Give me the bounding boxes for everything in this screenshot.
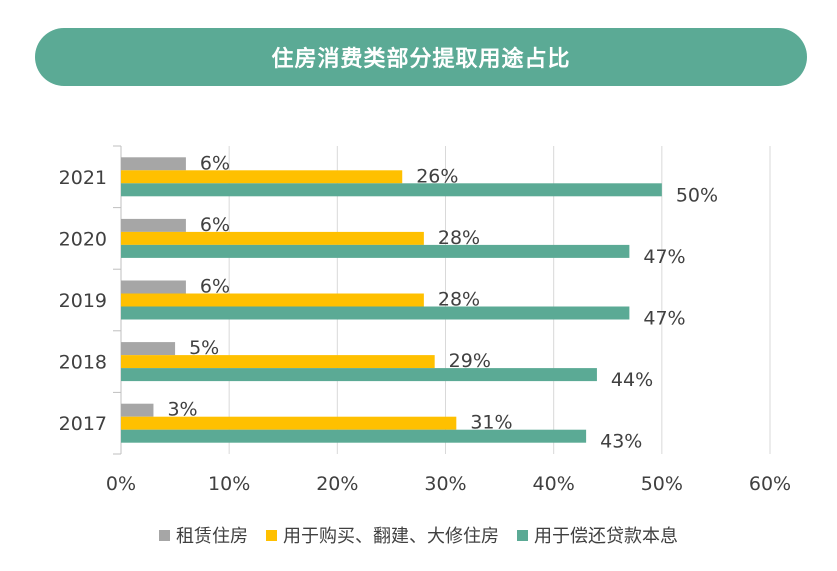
category-label: 2019 (59, 290, 107, 312)
data-label: 50% (676, 184, 718, 206)
legend: 租赁住房 用于购买、翻建、大修住房 用于偿还贷款本息 (0, 519, 837, 551)
x-tick-label: 0% (106, 473, 136, 495)
legend-swatch (266, 529, 277, 541)
data-label: 6% (200, 276, 230, 298)
chart-title: 住房消费类部分提取用途占比 (271, 47, 571, 72)
data-label: 28% (438, 289, 480, 311)
x-tick-label: 40% (533, 473, 575, 495)
bar (121, 416, 457, 430)
bar (121, 342, 176, 356)
data-label: 5% (189, 337, 219, 359)
legend-label: 用于购买、翻建、大修住房 (283, 526, 499, 547)
legend-item: 租赁住房 (159, 522, 248, 548)
legend-label: 用于偿还贷款本息 (534, 526, 678, 547)
bar (121, 183, 662, 197)
x-tick-label: 10% (208, 473, 250, 495)
bar (121, 280, 186, 294)
bar (121, 157, 186, 171)
bar (121, 170, 403, 184)
data-label: 6% (200, 214, 230, 236)
data-label: 44% (611, 369, 653, 391)
category-label: 2021 (59, 167, 107, 189)
data-label: 47% (643, 246, 685, 268)
data-label: 26% (416, 165, 458, 187)
title-banner: 住房消费类部分提取用途占比 (35, 28, 807, 86)
bar (121, 244, 630, 258)
data-label: 28% (438, 227, 480, 249)
legend-swatch (159, 529, 170, 541)
data-label: 3% (167, 399, 197, 421)
data-label: 43% (600, 431, 642, 453)
bar (121, 231, 424, 245)
category-label: 2017 (59, 413, 107, 435)
bar (121, 368, 597, 382)
data-label: 31% (470, 412, 512, 434)
bar (121, 355, 435, 369)
bar (121, 403, 154, 417)
data-label: 6% (200, 152, 230, 174)
bar (121, 429, 587, 443)
legend-swatch (517, 529, 528, 541)
bar (121, 306, 630, 320)
category-label: 2020 (59, 228, 107, 250)
legend-item: 用于偿还贷款本息 (517, 522, 678, 548)
bar (121, 218, 186, 232)
legend-item: 用于购买、翻建、大修住房 (266, 522, 499, 548)
category-label: 2018 (59, 352, 107, 374)
x-tick-label: 60% (749, 473, 791, 495)
data-label: 29% (449, 350, 491, 372)
x-tick-label: 50% (641, 473, 683, 495)
x-tick-label: 20% (316, 473, 358, 495)
x-tick-label: 30% (424, 473, 466, 495)
legend-label: 租赁住房 (176, 526, 248, 547)
bar (121, 293, 424, 307)
data-label: 47% (643, 308, 685, 330)
